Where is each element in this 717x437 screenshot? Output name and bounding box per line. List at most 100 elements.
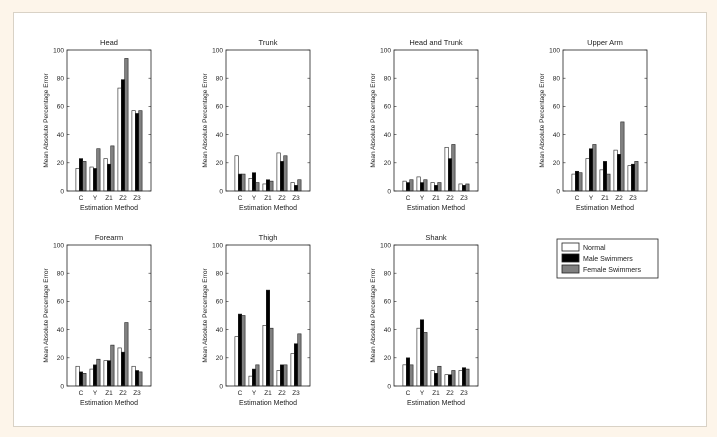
y-tick-label: 100 <box>380 242 391 249</box>
bar-thigh-c-male <box>238 313 243 387</box>
bar-upper-arm-z1-normal <box>599 169 604 192</box>
y-tick-label: 0 <box>387 188 391 195</box>
y-tick-label: 60 <box>384 104 392 111</box>
bar-trunk-z1-female <box>269 180 274 192</box>
y-tick-label: 60 <box>216 104 224 111</box>
y-tick-label: 40 <box>57 132 65 139</box>
y-tick-label: 80 <box>384 271 392 278</box>
bar-upper-arm-c-male <box>574 170 579 192</box>
bar-forearm-z2-female <box>124 322 129 387</box>
bar-shank-c-normal <box>402 364 407 387</box>
y-tick-label: 80 <box>57 271 65 278</box>
bar-trunk-z2-female <box>283 155 288 192</box>
bar-upper-arm-c-female <box>578 172 583 192</box>
y-tick-label: 100 <box>380 47 391 54</box>
y-tick-label: 0 <box>387 383 391 390</box>
bar-head-z1-male <box>107 163 112 192</box>
x-tick-label: C <box>79 195 84 202</box>
axes-frame <box>225 244 311 387</box>
x-tick-label: Z3 <box>292 195 300 202</box>
bar-upper-arm-y-female <box>592 144 597 192</box>
y-tick-label: 40 <box>216 132 224 139</box>
bar-forearm-z3-female <box>138 371 143 387</box>
bar-upper-arm-y-male <box>588 148 593 192</box>
bar-shank-z3-male <box>461 367 466 387</box>
bar-forearm-z1-male <box>107 360 112 387</box>
bar-upper-arm-z2-normal <box>613 149 618 192</box>
chart-thigh: C Y Z1 Z2 Z3 0 20 40 60 80 100 Thigh Estimation Meth… <box>202 233 311 407</box>
y-tick-label: 40 <box>216 327 224 334</box>
bar-head-and-trunk-y-female <box>423 179 428 192</box>
y-tick-label: 20 <box>553 160 561 167</box>
y-axis-label: Mean Absolute Percentage Error <box>370 268 377 363</box>
bar-forearm-z1-normal <box>103 360 108 387</box>
legend: Normal Male Swimmers Female Swimmers <box>556 238 659 279</box>
bar-trunk-z2-normal <box>276 152 281 192</box>
bar-forearm-c-female <box>82 373 87 387</box>
x-tick-label: Y <box>93 195 98 202</box>
legend-label-male: Male Swimmers <box>583 256 633 263</box>
y-axis-label: Mean Absolute Percentage Error <box>202 73 209 168</box>
bar-thigh-y-normal <box>248 375 253 387</box>
axes-frame <box>393 244 479 387</box>
bar-head-and-trunk-z1-normal <box>430 182 435 192</box>
bar-shank-c-female <box>409 364 414 387</box>
bar-upper-arm-z2-male <box>616 154 621 192</box>
small-multiples-bar-chart: C Y Z1 Z2 Z3 0 20 40 60 80 100 Head Estimation Metho… <box>43 38 659 407</box>
axes-frame <box>66 244 152 387</box>
bar-shank-y-female <box>423 332 428 387</box>
x-tick-label: C <box>238 390 243 397</box>
x-tick-label: Z3 <box>629 195 637 202</box>
legend-swatch-normal <box>561 242 580 252</box>
x-tick-label: Z1 <box>264 195 272 202</box>
x-tick-label: Z2 <box>278 390 286 397</box>
y-tick-label: 60 <box>384 299 392 306</box>
legend-swatch-male <box>561 253 580 263</box>
y-tick-label: 20 <box>216 355 224 362</box>
y-axis-label: Mean Absolute Percentage Error <box>539 73 546 168</box>
bar-upper-arm-z1-female <box>606 173 611 192</box>
x-tick-label: Y <box>93 390 98 397</box>
bar-head-y-female <box>96 148 101 192</box>
bar-forearm-c-male <box>79 371 84 387</box>
bar-head-and-trunk-c-normal <box>402 180 407 192</box>
x-tick-label: Z1 <box>264 390 272 397</box>
bar-head-c-male <box>79 158 84 192</box>
y-tick-label: 20 <box>216 160 224 167</box>
legend-label-normal: Normal <box>583 245 606 252</box>
bar-forearm-y-male <box>93 364 98 387</box>
x-tick-label: C <box>406 195 411 202</box>
x-axis-label: Estimation Method <box>407 400 465 407</box>
bar-forearm-y-female <box>96 358 101 387</box>
bar-forearm-z3-normal <box>131 365 136 387</box>
y-tick-label: 100 <box>212 47 223 54</box>
y-tick-label: 20 <box>57 355 65 362</box>
x-tick-label: Y <box>589 195 594 202</box>
chart-head-and-trunk: C Y Z1 Z2 Z3 0 20 40 60 80 100 Head and Trunk Estima… <box>370 38 479 212</box>
bar-forearm-z2-male <box>121 351 126 387</box>
bar-shank-z2-normal <box>444 374 449 387</box>
y-tick-label: 20 <box>384 160 392 167</box>
axes-frame <box>225 49 311 192</box>
x-tick-label: Z2 <box>446 195 454 202</box>
bar-upper-arm-z1-male <box>602 161 607 192</box>
bar-head-z3-female <box>138 110 143 192</box>
chart-title: Thigh <box>259 233 278 242</box>
bar-trunk-z1-normal <box>262 183 267 192</box>
y-tick-label: 80 <box>384 76 392 83</box>
x-tick-label: Z3 <box>460 390 468 397</box>
x-tick-label: Y <box>420 195 425 202</box>
x-tick-label: Z1 <box>601 195 609 202</box>
y-axis-label: Mean Absolute Percentage Error <box>43 73 50 168</box>
chart-title: Upper Arm <box>587 38 623 47</box>
y-tick-label: 0 <box>60 383 64 390</box>
axes-frame <box>393 49 479 192</box>
legend-swatch-female <box>561 264 580 274</box>
x-tick-label: Z1 <box>432 195 440 202</box>
bar-head-z1-normal <box>103 158 108 192</box>
legend-label-female: Female Swimmers <box>583 267 641 274</box>
bar-forearm-z2-normal <box>117 347 122 387</box>
x-tick-label: Y <box>252 390 257 397</box>
bar-upper-arm-c-normal <box>571 173 576 192</box>
bar-head-and-trunk-z2-male <box>447 158 452 192</box>
